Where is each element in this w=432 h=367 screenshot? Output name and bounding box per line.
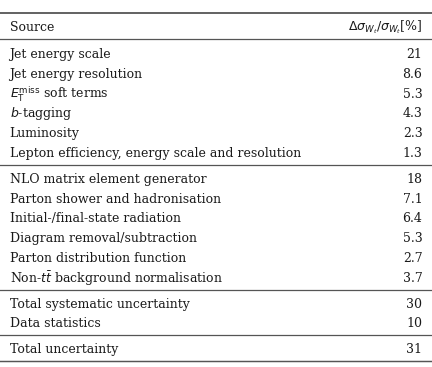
Text: 31: 31: [407, 343, 422, 356]
Text: 2.7: 2.7: [403, 252, 422, 265]
Text: $E_{\mathrm{T}}^{\mathrm{miss}}$ soft terms: $E_{\mathrm{T}}^{\mathrm{miss}}$ soft te…: [10, 84, 108, 104]
Text: 18: 18: [407, 173, 422, 186]
Text: 3.7: 3.7: [403, 272, 422, 285]
Text: Jet energy scale: Jet energy scale: [10, 48, 111, 61]
Text: Source: Source: [10, 21, 54, 34]
Text: 6.4: 6.4: [403, 212, 422, 225]
Text: 10: 10: [407, 317, 422, 331]
Text: 30: 30: [407, 298, 422, 311]
Text: Luminosity: Luminosity: [10, 127, 79, 140]
Text: Total uncertainty: Total uncertainty: [10, 343, 118, 356]
Text: Parton distribution function: Parton distribution function: [10, 252, 186, 265]
Text: Diagram removal/subtraction: Diagram removal/subtraction: [10, 232, 197, 245]
Text: 7.1: 7.1: [403, 193, 422, 206]
Text: Initial-/final-state radiation: Initial-/final-state radiation: [10, 212, 181, 225]
Text: 8.6: 8.6: [403, 68, 422, 81]
Text: 1.3: 1.3: [403, 147, 422, 160]
Text: Jet energy resolution: Jet energy resolution: [10, 68, 143, 81]
Text: Lepton efficiency, energy scale and resolution: Lepton efficiency, energy scale and reso…: [10, 147, 301, 160]
Text: $b$-tagging: $b$-tagging: [10, 105, 72, 123]
Text: 5.3: 5.3: [403, 88, 422, 101]
Text: $\Delta\sigma_{W_t}/\sigma_{W_t}$[%]: $\Delta\sigma_{W_t}/\sigma_{W_t}$[%]: [348, 18, 422, 36]
Text: 2.3: 2.3: [403, 127, 422, 140]
Text: Parton shower and hadronisation: Parton shower and hadronisation: [10, 193, 221, 206]
Text: 4.3: 4.3: [403, 108, 422, 120]
Text: Non-$t\bar{t}$ background normalisation: Non-$t\bar{t}$ background normalisation: [10, 269, 222, 288]
Text: 5.3: 5.3: [403, 232, 422, 245]
Text: NLO matrix element generator: NLO matrix element generator: [10, 173, 206, 186]
Text: 21: 21: [407, 48, 422, 61]
Text: Data statistics: Data statistics: [10, 317, 100, 331]
Text: Total systematic uncertainty: Total systematic uncertainty: [10, 298, 189, 311]
